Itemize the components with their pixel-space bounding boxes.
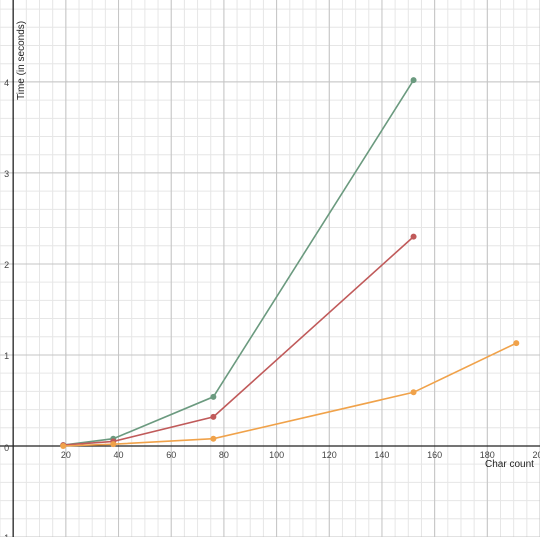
x-tick-label: 60	[166, 450, 176, 460]
series-3-point	[210, 435, 217, 442]
tick-labels: 20406080100120140160180200-112340	[1, 78, 540, 537]
series-1-line	[63, 79, 415, 446]
x-tick-label: 20	[61, 450, 71, 460]
series-3-point	[513, 340, 520, 347]
x-tick-label: 120	[322, 450, 337, 460]
series-3-point	[110, 441, 117, 448]
y-axis-label: Time (in seconds)	[16, 21, 27, 100]
x-tick-label: 140	[374, 450, 389, 460]
x-tick-label: 160	[427, 450, 442, 460]
x-tick-label: 100	[269, 450, 284, 460]
series-1-point	[410, 77, 417, 84]
x-tick-label: 200	[532, 450, 540, 460]
y-tick-label: 1	[4, 351, 9, 361]
x-tick-label: 40	[114, 450, 124, 460]
x-tick-label: 180	[480, 450, 495, 460]
origin-label: 0	[4, 443, 9, 453]
x-axis-label: Char count	[485, 459, 534, 470]
series-3-point	[60, 442, 67, 449]
y-tick-label: 4	[4, 78, 9, 88]
y-tick-label: -1	[1, 533, 9, 537]
y-tick-label: 2	[4, 260, 9, 270]
series-lines	[60, 77, 520, 449]
series-2-point	[210, 413, 217, 420]
y-tick-label: 3	[4, 169, 9, 179]
series-2-line	[63, 236, 415, 446]
series-2-point	[410, 233, 417, 240]
series-3-point	[410, 389, 417, 396]
x-tick-label: 80	[219, 450, 229, 460]
series-1-point	[210, 393, 217, 400]
